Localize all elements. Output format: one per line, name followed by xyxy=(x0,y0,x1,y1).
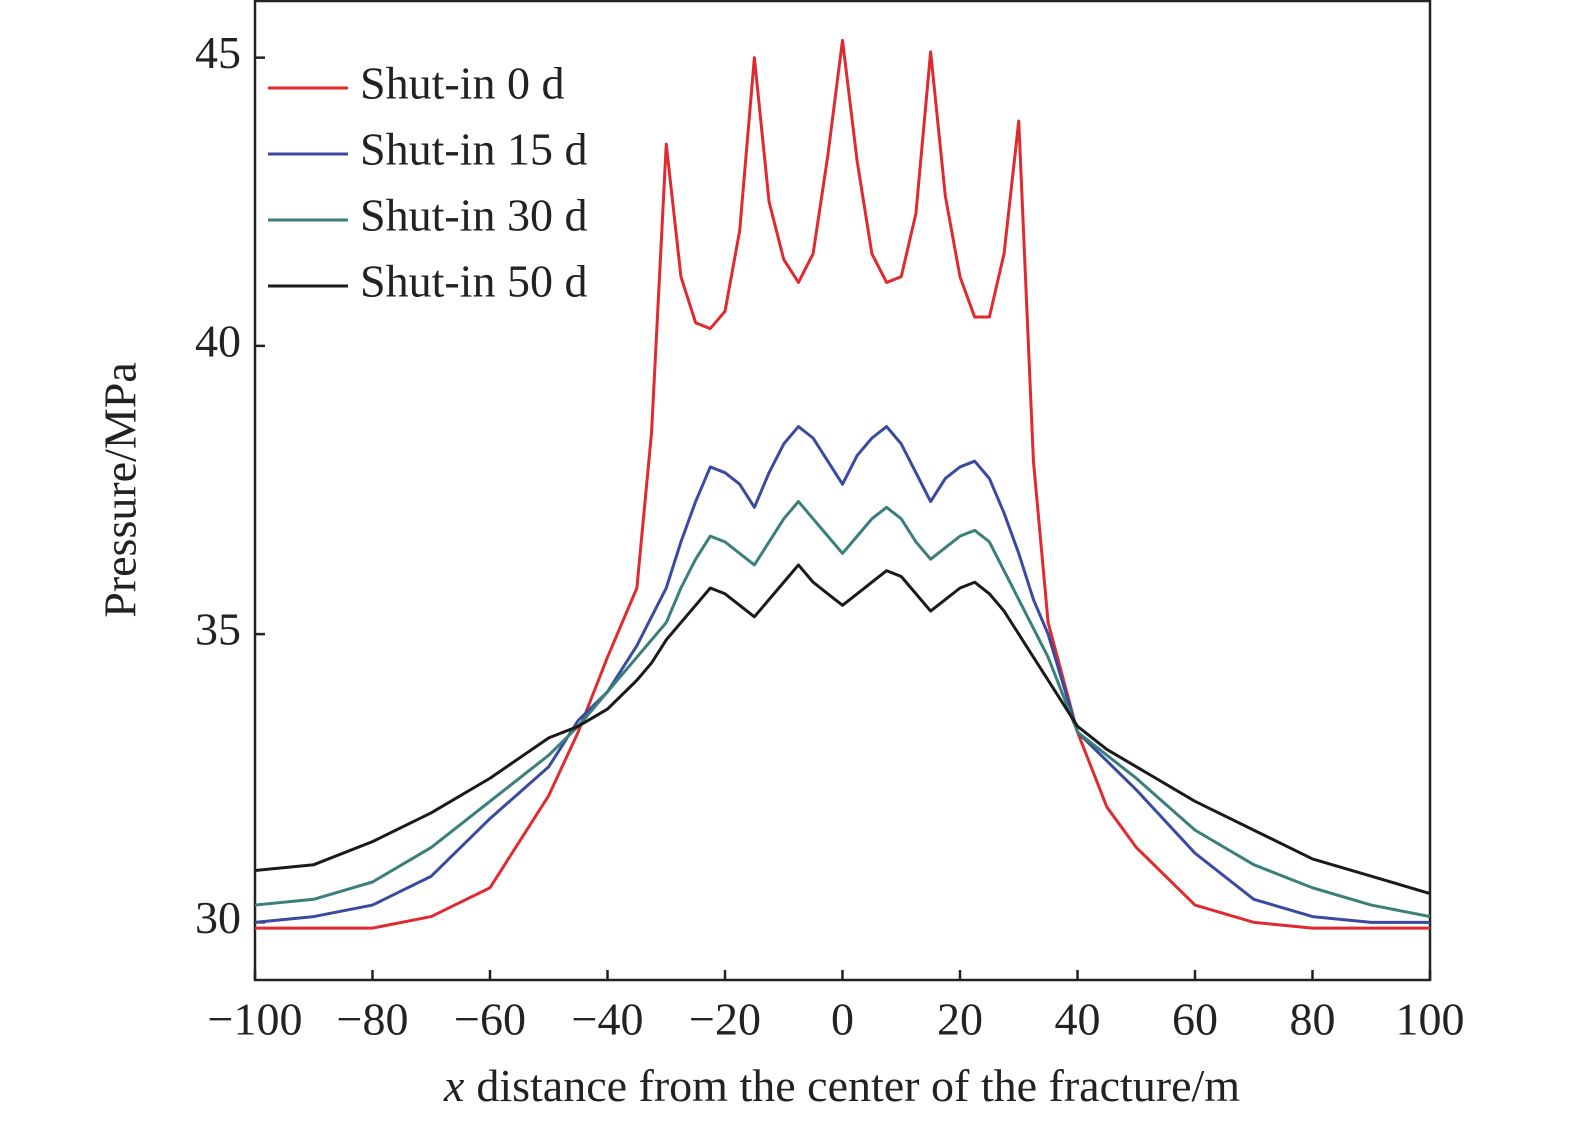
legend-label: Shut-in 0 d xyxy=(360,58,564,109)
x-tick-label: 40 xyxy=(1055,994,1101,1045)
x-tick-label: −40 xyxy=(572,994,644,1045)
x-tick-label: 60 xyxy=(1172,994,1218,1045)
x-tick-label: 80 xyxy=(1290,994,1336,1045)
x-tick-label: 0 xyxy=(831,994,854,1045)
series-line xyxy=(254,563,1431,895)
y-tick-label: 30 xyxy=(195,892,241,943)
x-tick-label: 20 xyxy=(937,994,983,1045)
x-axis-label: x distance from the center of the fractur… xyxy=(443,1060,1240,1111)
x-tick-label: −80 xyxy=(337,994,409,1045)
legend-label: Shut-in 50 d xyxy=(360,256,587,307)
x-axis-text: distance from the center of the fracture… xyxy=(476,1060,1240,1111)
y-axis-label: Pressure/MPa xyxy=(95,362,146,618)
x-tick-label: 100 xyxy=(1396,994,1465,1045)
x-tick-label: −60 xyxy=(454,994,526,1045)
x-axis-symbol: x xyxy=(443,1060,465,1111)
legend-label: Shut-in 15 d xyxy=(360,124,587,175)
series-line xyxy=(254,500,1431,919)
series-line xyxy=(254,425,1430,924)
y-tick-label: 40 xyxy=(195,315,241,366)
legend-label: Shut-in 30 d xyxy=(360,190,587,241)
x-tick-label: −100 xyxy=(208,994,303,1045)
y-tick-label: 35 xyxy=(195,604,241,655)
x-tick-label: −20 xyxy=(689,994,761,1045)
y-tick-label: 45 xyxy=(195,27,241,78)
